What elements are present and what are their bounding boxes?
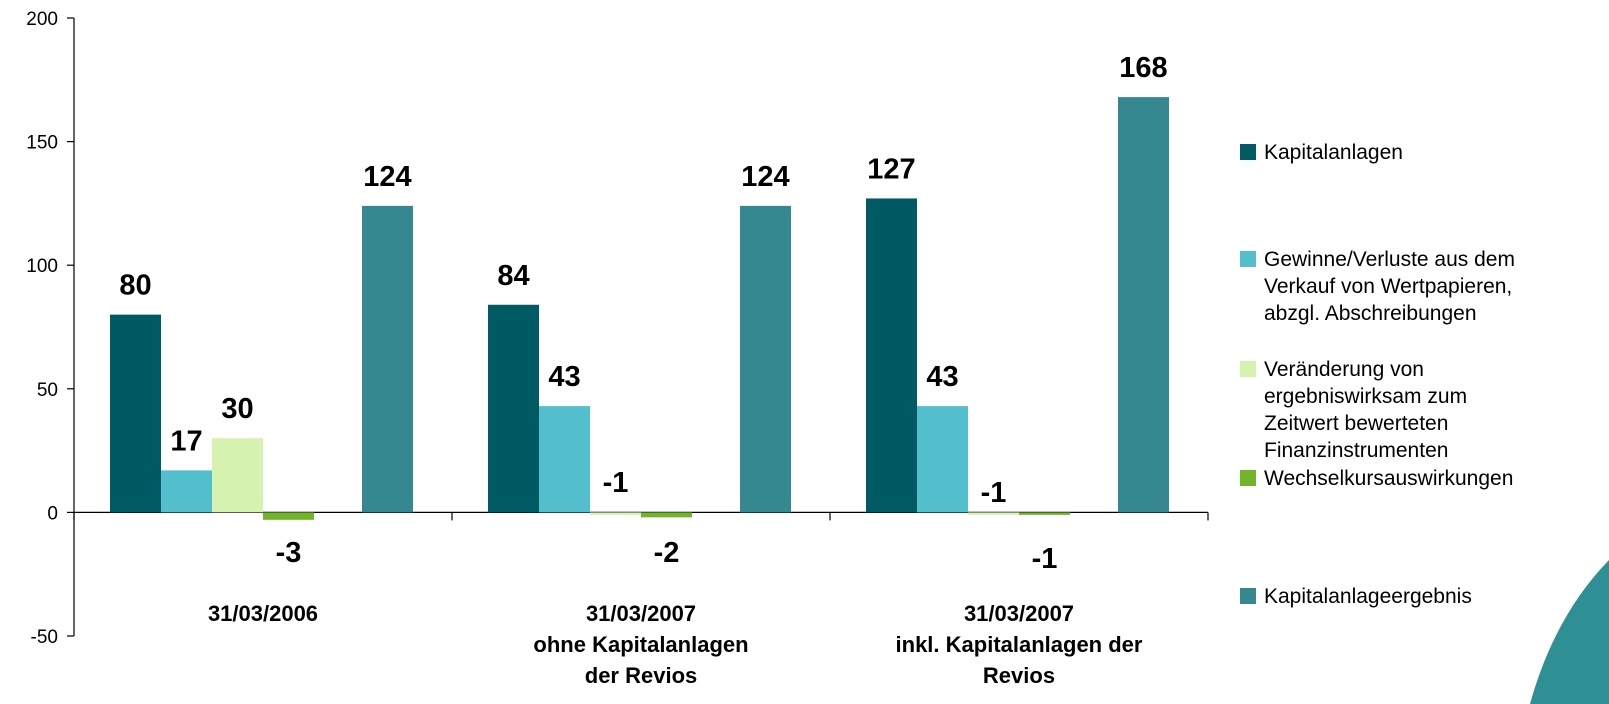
- category-label: Revios: [983, 663, 1055, 688]
- data-label: 127: [867, 153, 915, 185]
- bar: [263, 512, 314, 520]
- category-label: inkl. Kapitalanlagen der: [896, 632, 1143, 657]
- legend-label: Kapitalanlagen: [1264, 141, 1403, 164]
- data-label: -3: [276, 537, 302, 569]
- bar: [641, 512, 692, 518]
- plot-area: -50 0 50 100 150 200 80 84 127 17 43 43 30 -1 -1 -3 -2 -1…: [26, 9, 1209, 688]
- y-tick-label: -50: [31, 627, 58, 648]
- data-label: 17: [170, 425, 202, 457]
- category-label: 31/03/2006: [208, 601, 318, 626]
- bar: [110, 314, 161, 513]
- legend-label: Gewinne/Verluste aus dem: [1264, 248, 1515, 271]
- bar: [539, 406, 590, 513]
- legend-label: Veränderung von: [1264, 358, 1424, 381]
- data-label: 30: [221, 393, 253, 425]
- bar: [968, 512, 1019, 515]
- legend-label: Verkauf von Wertpapieren,: [1264, 275, 1512, 298]
- legend-swatch: [1240, 251, 1256, 267]
- category-label: ohne Kapitalanlagen: [533, 632, 748, 657]
- bar: [488, 304, 539, 513]
- data-label: 80: [119, 270, 151, 302]
- bar: [740, 205, 791, 513]
- category-label: 31/03/2007: [964, 601, 1074, 626]
- data-label: -2: [654, 537, 680, 569]
- bar: [590, 512, 641, 515]
- y-tick-label: 0: [47, 503, 58, 524]
- data-label: -1: [1032, 543, 1058, 575]
- legend-swatch: [1240, 144, 1256, 160]
- y-tick-label: 100: [26, 256, 58, 277]
- bar: [212, 438, 263, 513]
- category-label: 31/03/2007: [586, 601, 696, 626]
- data-label: 124: [363, 161, 411, 193]
- legend-swatch: [1240, 588, 1256, 604]
- data-label: 168: [1119, 52, 1167, 84]
- legend-swatch: [1240, 470, 1256, 486]
- bar: [161, 470, 212, 513]
- y-tick-label: 200: [26, 9, 58, 30]
- data-label: 124: [741, 161, 789, 193]
- legend-label: abzgl. Abschreibungen: [1264, 302, 1477, 325]
- y-tick-label: 150: [26, 133, 58, 154]
- y-tick-label: 50: [37, 380, 58, 401]
- legend-label: Zeitwert bewerteten: [1264, 412, 1448, 435]
- bar: [917, 406, 968, 513]
- data-label: 43: [548, 361, 580, 393]
- legend-label: ergebniswirksam zum: [1264, 385, 1467, 408]
- bar: [866, 198, 917, 513]
- legend: Kapitalanlagen Gewinne/Verluste aus dem Ve…: [1240, 141, 1515, 608]
- bar: [1019, 512, 1070, 515]
- category-label: der Revios: [585, 663, 698, 688]
- data-label: 43: [926, 361, 958, 393]
- data-label: -1: [603, 467, 629, 499]
- decorative-corner-swoosh: [1530, 560, 1609, 704]
- data-label: 84: [497, 260, 529, 292]
- data-label: -1: [981, 477, 1007, 509]
- bar: [362, 205, 413, 513]
- legend-label: Wechselkursauswirkungen: [1264, 467, 1513, 490]
- legend-label: Kapitalanlageergebnis: [1264, 585, 1472, 608]
- legend-swatch: [1240, 361, 1256, 377]
- bar: [1118, 97, 1169, 513]
- legend-label: Finanzinstrumenten: [1264, 439, 1448, 462]
